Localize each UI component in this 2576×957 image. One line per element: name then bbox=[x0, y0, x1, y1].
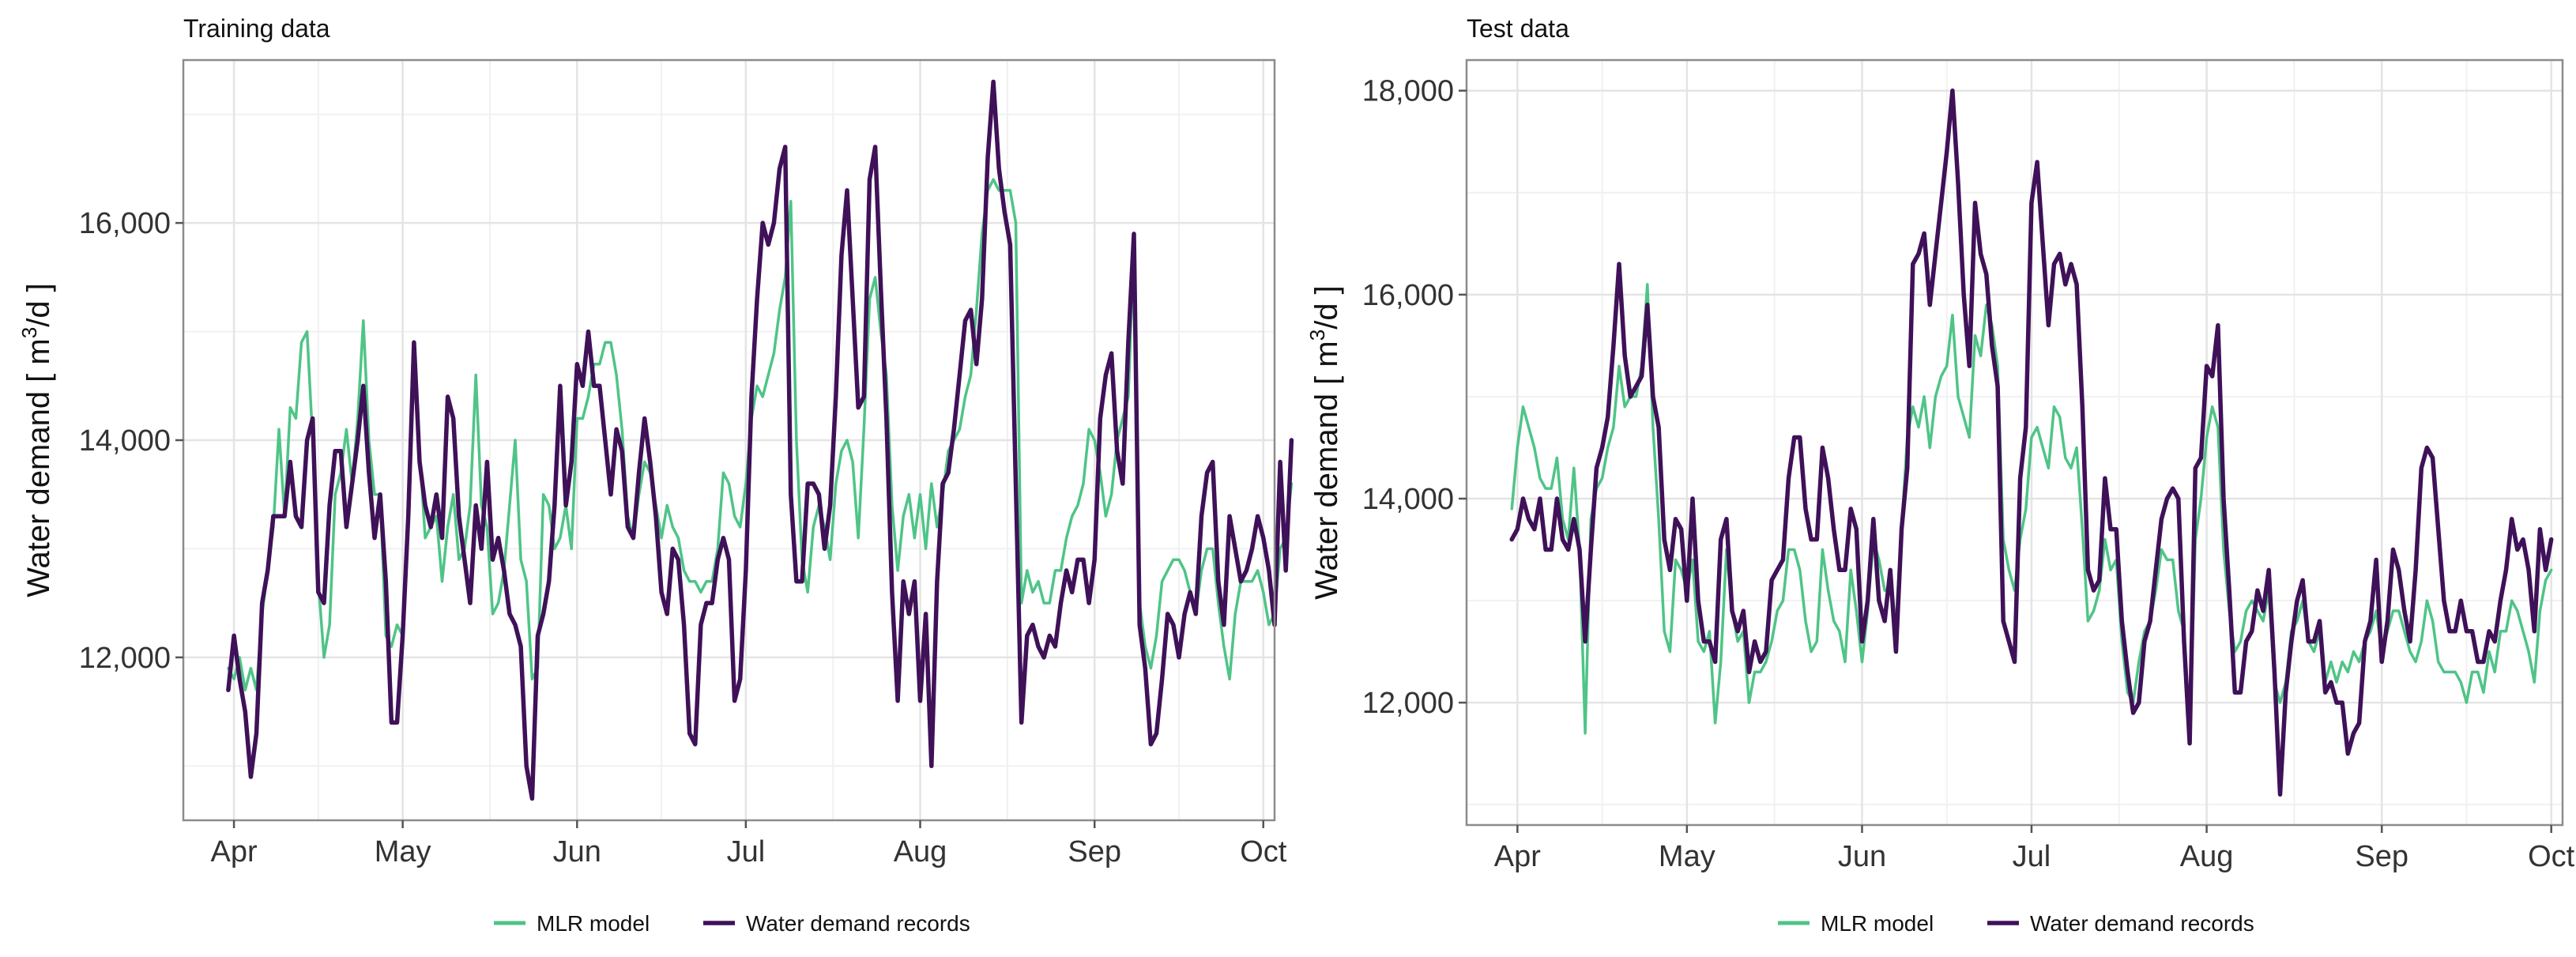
x-tick-label: Jul bbox=[2013, 840, 2051, 873]
y-axis-label: Water demand [ m3/d ] bbox=[17, 283, 56, 597]
series-line-water-demand-records bbox=[226, 79, 1294, 801]
y-tick-label: 14,000 bbox=[1362, 483, 1454, 516]
y-axis-label: Water demand [ m3/d ] bbox=[1305, 285, 1344, 600]
legend: MLR model Water demand records bbox=[1778, 911, 2254, 936]
y-tick-label: 18,000 bbox=[1362, 75, 1454, 108]
legend-label-mlr-model: MLR model bbox=[1821, 911, 1934, 936]
x-tick-label: Apr bbox=[1494, 840, 1541, 873]
legend-label-water-demand-records: Water demand records bbox=[2030, 911, 2254, 936]
series-line-water-demand-records bbox=[1509, 88, 2554, 797]
x-tick-label: Jun bbox=[553, 835, 601, 868]
x-tick-label: Sep bbox=[2355, 840, 2408, 873]
legend: MLR model Water demand records bbox=[494, 911, 970, 936]
y-tick-label: 16,000 bbox=[79, 207, 171, 240]
legend-label-water-demand-records: Water demand records bbox=[746, 911, 970, 936]
legend-label-mlr-model: MLR model bbox=[537, 911, 650, 936]
test-chart-panel: Test data 12,000 14,000 16,000 18,000 Apr May… bbox=[1288, 0, 2576, 957]
x-tick-label: Aug bbox=[2180, 840, 2234, 873]
x-tick-label: Oct bbox=[2528, 840, 2575, 873]
training-chart-panel: Training data 12,000 14,000 16,000 Apr May Ju… bbox=[17, 14, 1294, 936]
x-tick-label: Jul bbox=[727, 835, 766, 868]
x-tick-label: Sep bbox=[1068, 835, 1121, 868]
chart-title: Training data bbox=[183, 14, 330, 43]
y-tick-label: 14,000 bbox=[79, 424, 171, 458]
training-chart: 12,000 14,000 16,000 Apr May Jun Jul Aug Sep Oct W… bbox=[17, 58, 1294, 936]
x-tick-label: Apr bbox=[210, 835, 257, 868]
y-tick-label: 12,000 bbox=[1362, 687, 1454, 720]
x-tick-label: Oct bbox=[1240, 835, 1287, 868]
test-chart: 12,000 14,000 16,000 18,000 Apr May Jun Jul Aug S… bbox=[1305, 58, 2575, 936]
chart-title: Test data bbox=[1467, 14, 1569, 43]
x-tick-label: May bbox=[1659, 840, 1715, 873]
plot-border bbox=[1465, 58, 2564, 827]
x-tick-label: Aug bbox=[894, 835, 947, 868]
y-tick-label: 12,000 bbox=[79, 642, 171, 675]
x-tick-label: Jun bbox=[1838, 840, 1886, 873]
x-tick-label: May bbox=[375, 835, 431, 868]
y-tick-label: 16,000 bbox=[1362, 279, 1454, 312]
